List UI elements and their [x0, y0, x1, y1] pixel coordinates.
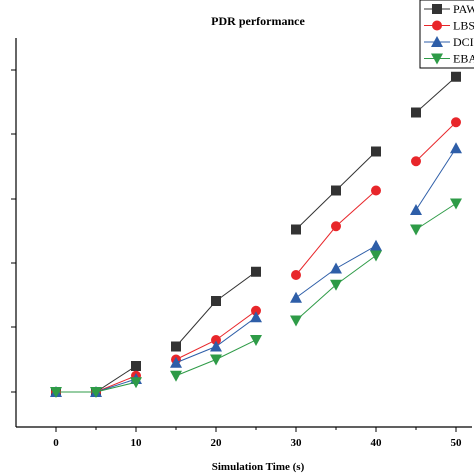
x-tick-label: 0	[53, 437, 59, 449]
x-tick-label: 50	[451, 437, 463, 449]
data-point	[451, 71, 461, 82]
legend-marker	[432, 4, 442, 14]
series-line	[415, 121, 457, 162]
data-point	[450, 198, 462, 210]
data-point	[410, 224, 422, 236]
x-tick-label: 40	[371, 437, 383, 449]
legend-label: EBA	[453, 52, 474, 66]
data-point	[371, 146, 381, 157]
data-point	[130, 377, 142, 389]
legend-marker	[431, 53, 443, 65]
data-point	[210, 354, 222, 366]
chart-title: PDR performance	[211, 14, 305, 28]
data-point	[410, 204, 422, 215]
legend-box	[419, 0, 474, 69]
data-point	[170, 356, 182, 368]
x-tick-label: 20	[211, 437, 223, 449]
plot-area	[50, 71, 462, 398]
axes: 0 10 20 30 40 50	[11, 38, 472, 449]
legend-label: DCI	[453, 35, 474, 49]
data-point	[370, 239, 382, 251]
data-point	[451, 117, 461, 128]
data-point	[211, 296, 221, 306]
data-point	[250, 335, 262, 346]
data-point	[331, 185, 341, 196]
data-point	[170, 370, 182, 382]
series-paw	[51, 71, 461, 397]
series-line	[415, 203, 457, 230]
x-axis-label: Simulation Time (s)	[212, 461, 305, 473]
data-point	[50, 387, 62, 398]
series-line	[415, 76, 457, 113]
data-point	[211, 335, 221, 345]
data-point	[450, 142, 462, 154]
data-point	[370, 250, 382, 262]
legend: PAW LBS DCI EBA	[419, 0, 474, 69]
x-tick-label: 30	[291, 437, 303, 449]
series-line	[415, 147, 457, 211]
data-point	[171, 341, 181, 352]
data-point	[411, 156, 421, 167]
series-line	[295, 190, 377, 276]
data-point	[251, 305, 261, 316]
data-point	[330, 279, 342, 291]
legend-label: PAW	[453, 2, 474, 16]
data-point	[90, 387, 102, 398]
x-tick-label: 10	[131, 437, 143, 449]
legend-label: LBS	[453, 19, 474, 33]
data-point	[290, 315, 302, 327]
data-point	[131, 361, 141, 371]
data-point	[411, 107, 421, 118]
data-point	[330, 262, 342, 274]
data-point	[291, 270, 301, 280]
data-point	[331, 221, 341, 232]
data-point	[291, 224, 301, 235]
data-point	[210, 340, 222, 352]
data-point	[250, 311, 262, 323]
series-eba	[50, 198, 462, 398]
legend-marker	[432, 20, 442, 31]
legend-marker	[431, 36, 443, 47]
data-point	[371, 185, 381, 196]
data-point	[251, 266, 261, 277]
data-point	[290, 291, 302, 303]
series-lbs	[51, 117, 461, 397]
